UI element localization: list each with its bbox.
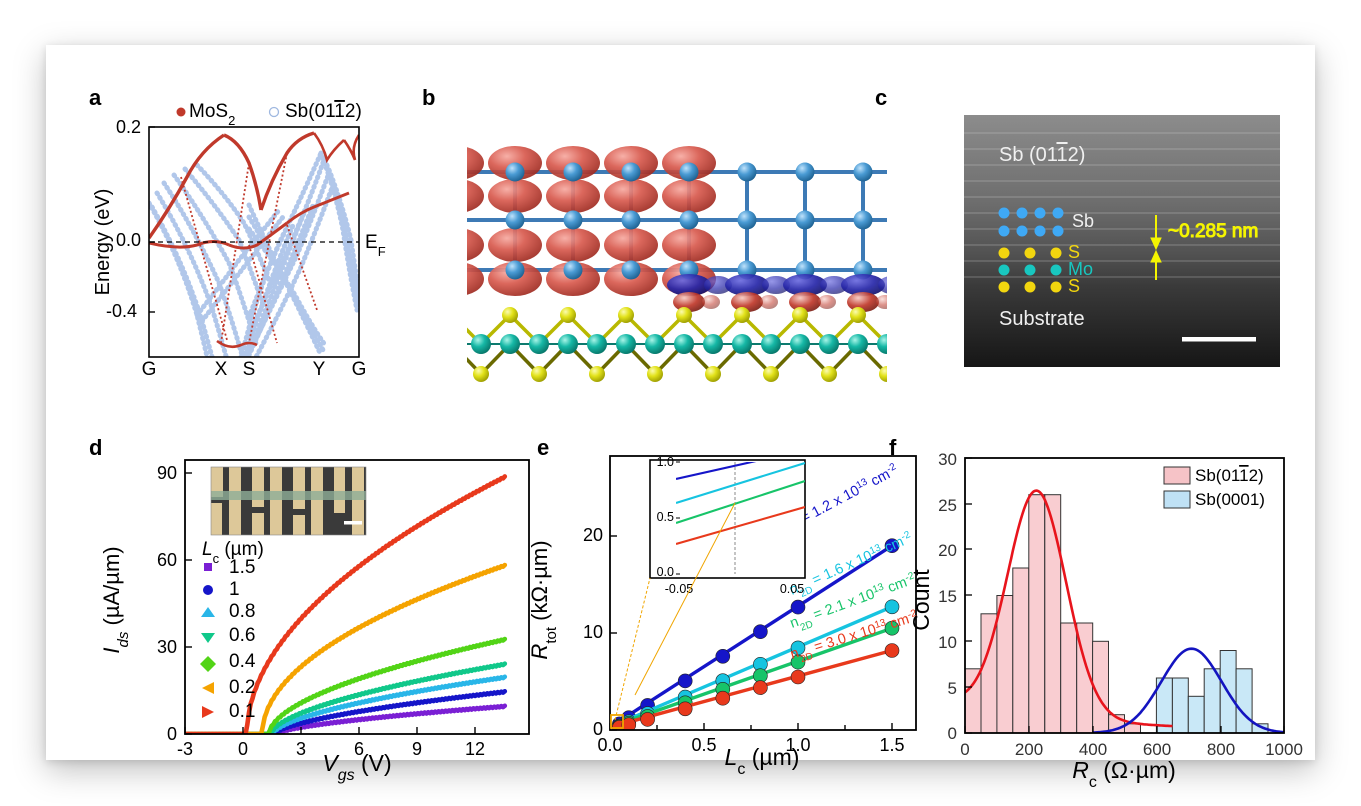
- svg-text:0.4: 0.4: [229, 651, 256, 672]
- svg-text:-0.05: -0.05: [665, 582, 694, 596]
- svg-text:0.8: 0.8: [229, 601, 255, 622]
- svg-text:EF: EF: [365, 232, 386, 259]
- svg-text:S: S: [243, 359, 256, 380]
- svg-text:1.5: 1.5: [229, 557, 255, 578]
- svg-text:X: X: [215, 359, 228, 380]
- svg-text:Sb: Sb: [1072, 211, 1094, 231]
- svg-text:0: 0: [960, 740, 969, 759]
- svg-text:Energy (eV): Energy (eV): [92, 189, 114, 296]
- svg-text:Rtot (kΩ·µm): Rtot (kΩ·µm): [527, 540, 560, 659]
- svg-text:10: 10: [583, 622, 603, 642]
- svg-text:0.0: 0.0: [657, 565, 674, 579]
- svg-text:Count: Count: [908, 569, 934, 631]
- svg-text:Sb (0112): Sb (0112): [999, 144, 1085, 166]
- svg-text:20: 20: [583, 525, 603, 545]
- svg-text:G: G: [142, 359, 157, 380]
- svg-text:Sb(0112): Sb(0112): [285, 101, 362, 122]
- svg-text:0.0: 0.0: [116, 230, 141, 250]
- svg-text:1000: 1000: [1265, 740, 1303, 759]
- svg-text:0.2: 0.2: [116, 117, 141, 137]
- svg-text:20: 20: [938, 541, 957, 560]
- svg-text:5: 5: [948, 679, 957, 698]
- svg-text:200: 200: [1015, 740, 1043, 759]
- svg-text:0.0: 0.0: [597, 735, 622, 755]
- svg-text:0.05: 0.05: [780, 582, 804, 596]
- svg-text:0.2: 0.2: [229, 677, 255, 698]
- svg-text:S: S: [1068, 276, 1080, 296]
- svg-text:Vgs (V): Vgs (V): [322, 750, 391, 784]
- svg-text:0: 0: [948, 724, 957, 743]
- svg-text:-0.4: -0.4: [106, 301, 137, 321]
- svg-text:0.5: 0.5: [691, 735, 716, 755]
- svg-text:0.1: 0.1: [229, 701, 255, 722]
- svg-text:-3: -3: [177, 739, 193, 759]
- svg-text:1: 1: [229, 579, 240, 600]
- svg-text:800: 800: [1207, 740, 1235, 759]
- svg-text:0: 0: [238, 739, 248, 759]
- svg-text:MoS2: MoS2: [189, 101, 235, 128]
- svg-text:1.0: 1.0: [657, 455, 674, 469]
- svg-text:30: 30: [157, 637, 177, 657]
- svg-text:Substrate: Substrate: [999, 308, 1085, 330]
- svg-text:~0.285 nm: ~0.285 nm: [1168, 221, 1258, 242]
- svg-text:0.5: 0.5: [657, 510, 674, 524]
- svg-text:0: 0: [167, 724, 177, 744]
- svg-text:60: 60: [157, 550, 177, 570]
- svg-text:Sb(0112): Sb(0112): [1195, 466, 1264, 485]
- svg-text:0.6: 0.6: [229, 625, 255, 646]
- svg-text:25: 25: [938, 496, 957, 515]
- svg-text:Sb(0001): Sb(0001): [1195, 490, 1265, 509]
- svg-text:Ids (µA/µm): Ids (µA/µm): [99, 546, 132, 653]
- svg-text:Y: Y: [313, 359, 326, 380]
- svg-text:15: 15: [938, 587, 957, 606]
- svg-text:3: 3: [296, 739, 306, 759]
- svg-text:10: 10: [938, 633, 957, 652]
- svg-text:30: 30: [938, 450, 957, 469]
- svg-text:G: G: [352, 359, 367, 380]
- svg-text:9: 9: [412, 739, 422, 759]
- svg-text:Lc (µm): Lc (µm): [725, 744, 800, 778]
- svg-text:Rc (Ω·µm): Rc (Ω·µm): [1072, 757, 1176, 791]
- svg-text:90: 90: [157, 463, 177, 483]
- svg-text:12: 12: [465, 739, 485, 759]
